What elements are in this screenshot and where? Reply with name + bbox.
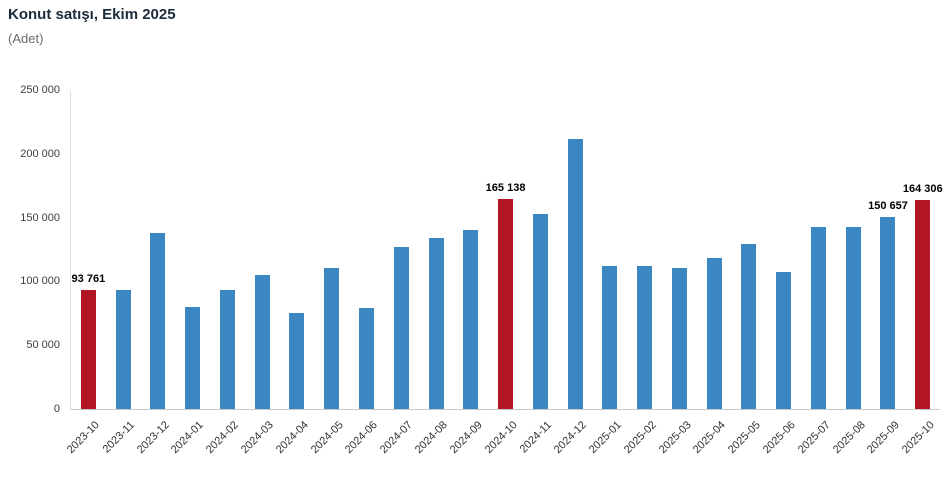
bar-2023-10[interactable] (80, 289, 96, 409)
bar-slot: 93 761 (71, 91, 106, 409)
bar-slot (662, 91, 697, 409)
x-tick-label: 2024-09 (447, 419, 485, 457)
bar-2024-01[interactable] (185, 306, 201, 409)
bar-2024-11[interactable] (532, 214, 548, 409)
bar-slot (592, 91, 627, 409)
x-tick-label: 2025-09 (865, 419, 903, 457)
bar-value-label: 164 306 (902, 183, 943, 196)
bar-slot: 150 657 (868, 91, 908, 409)
x-tick-label: 2024-05 (308, 419, 346, 457)
x-tick-label: 2024-10 (482, 419, 520, 457)
bar-value-label: 150 657 (868, 200, 908, 213)
x-axis-labels: 2023-10 2023-11 2023-12 2024-01 2024-02 2024-… (65, 411, 940, 477)
y-tick-label: 200 000 (20, 147, 60, 160)
bar-slot (627, 91, 662, 409)
bar-2024-06[interactable] (359, 308, 374, 409)
bar-slot (766, 91, 801, 409)
x-tick-label: 2025-06 (760, 419, 798, 457)
bar-slot (558, 91, 593, 409)
x-tick-label: 2025-03 (656, 419, 694, 457)
bar-2025-03[interactable] (671, 268, 687, 409)
x-tick-label: 2023-10 (64, 419, 102, 457)
x-tick-label: 2024-07 (378, 419, 416, 457)
bar-slot (210, 91, 245, 409)
bar-slot (280, 91, 315, 409)
bar-slot (453, 91, 488, 409)
x-tick-label: 2025-10 (900, 419, 938, 457)
bar-slot (314, 91, 349, 409)
bar-slot (106, 91, 141, 409)
bar-2023-12[interactable] (150, 232, 166, 409)
x-tick-label: 2025-02 (621, 419, 659, 457)
bar-2025-06[interactable] (776, 271, 792, 409)
bar-2024-03[interactable] (254, 274, 270, 409)
bar-2024-08[interactable] (428, 238, 444, 409)
x-tick-label: 2025-04 (691, 419, 729, 457)
x-tick-label: 2025-07 (795, 419, 833, 457)
x-tick-label: 2023-12 (134, 419, 172, 457)
bar-slot (349, 91, 384, 409)
bar-2025-02[interactable] (637, 265, 653, 409)
bar-slot: 165 138 (485, 91, 526, 409)
bar-slot (245, 91, 280, 409)
y-tick-label: 150 000 (20, 211, 60, 224)
x-tick-label: 2024-11 (517, 419, 555, 456)
bar-2024-10[interactable] (498, 198, 514, 409)
x-tick-label: 2025-05 (726, 419, 764, 457)
chart-title: Konut satışı, Ekim 2025 (8, 6, 176, 23)
bar-2024-07[interactable] (393, 247, 409, 409)
chart-subtitle: (Adet) (8, 31, 44, 46)
bar-slot (175, 91, 210, 409)
bar-2023-11[interactable] (115, 290, 131, 409)
bar-2025-09[interactable] (880, 217, 896, 409)
bars-row: 93 761 165 138 150 657 164 306 (71, 91, 943, 409)
bar-slot (732, 91, 767, 409)
bar-slot (523, 91, 558, 409)
x-tick-label: 2024-03 (238, 419, 276, 457)
bar-2025-10[interactable] (915, 200, 931, 409)
bar-2025-07[interactable] (810, 227, 826, 409)
bar-value-label: 93 761 (71, 272, 106, 285)
bar-slot (801, 91, 836, 409)
bar-slot (141, 91, 176, 409)
plot-area: 93 761 165 138 150 657 164 306 (70, 91, 943, 410)
bar-2024-05[interactable] (324, 268, 340, 409)
bar-slot (384, 91, 419, 409)
y-tick-label: 250 000 (20, 84, 60, 96)
bar-2025-05[interactable] (741, 243, 757, 409)
bar-2024-04[interactable] (289, 312, 305, 409)
bar-2025-08[interactable] (845, 226, 861, 409)
x-tick-label: 2024-08 (412, 419, 450, 457)
x-tick-label: 2025-01 (586, 419, 624, 457)
x-tick-label: 2024-06 (343, 419, 381, 457)
y-tick-label: 50 000 (26, 339, 60, 352)
y-axis-labels: 0 50 000 100 000 150 000 200 000 250 000 (0, 84, 60, 415)
x-tick-label: 2025-08 (830, 419, 868, 457)
bar-2024-09[interactable] (463, 229, 479, 409)
bar-2024-02[interactable] (219, 289, 235, 409)
y-tick-label: 100 000 (20, 275, 60, 288)
bar-slot (697, 91, 732, 409)
y-tick-label: 0 (53, 403, 60, 415)
x-tick-label: 2024-12 (552, 419, 590, 457)
bar-slot: 164 306 (902, 91, 943, 409)
x-tick-label: 2024-02 (204, 419, 242, 457)
bar-2025-01[interactable] (602, 266, 618, 409)
x-tick-label: 2024-04 (273, 419, 311, 457)
bar-slot (419, 91, 454, 409)
bar-2024-12[interactable] (567, 138, 583, 409)
bar-2025-04[interactable] (706, 258, 722, 409)
bar-value-label: 165 138 (485, 181, 526, 194)
bar-slot (836, 91, 871, 409)
x-tick-label: 2024-01 (169, 419, 207, 457)
x-tick-label: 2023-11 (100, 419, 137, 456)
